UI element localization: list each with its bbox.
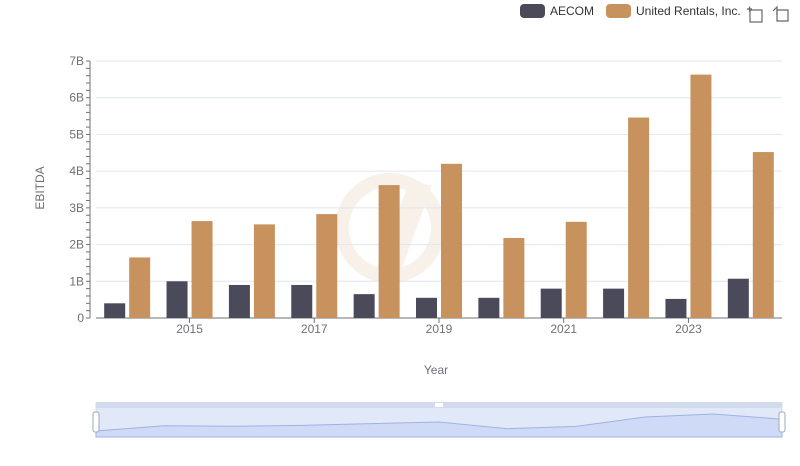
y-tick-label: 6B — [69, 91, 84, 105]
bar-united-rentals — [316, 214, 338, 318]
y-tick-label: 1B — [69, 274, 84, 288]
bar-aecom — [104, 303, 126, 318]
bar-united-rentals — [129, 257, 151, 318]
toolbox — [746, 5, 798, 23]
bar-united-rentals — [253, 224, 275, 318]
data-zoom-slider[interactable] — [92, 402, 786, 438]
bar-aecom — [166, 281, 188, 318]
data-zoom-move-handle[interactable] — [435, 403, 443, 407]
y-tick-label: 3B — [69, 201, 84, 215]
legend: AECOM United Rentals, Inc. — [520, 4, 753, 18]
bar-aecom — [353, 294, 375, 318]
x-tick-label: 2021 — [550, 322, 577, 336]
axes: 0 1B 2B 3B 4B 5B 6B 7B 2015 2017 2019 2021 2023 — [69, 54, 782, 336]
y-tick-label: 2B — [69, 238, 84, 252]
restore-icon[interactable] — [772, 5, 790, 23]
bar-united-rentals — [191, 221, 213, 318]
zoom-icon[interactable] — [746, 5, 764, 23]
bar-aecom — [540, 288, 562, 318]
bar-aecom — [727, 278, 749, 318]
y-tick-label: 0 — [77, 311, 84, 325]
data-zoom-right-handle[interactable] — [778, 411, 786, 433]
legend-item-united-rentals[interactable]: United Rentals, Inc. — [606, 4, 741, 18]
bar-united-rentals — [378, 185, 400, 318]
x-axis-title: Year — [424, 363, 448, 377]
legend-item-aecom[interactable]: AECOM — [520, 4, 594, 18]
bar-aecom — [665, 298, 687, 318]
y-axis-title: EBITDA — [33, 166, 47, 209]
x-tick-label: 2015 — [176, 322, 203, 336]
bar-united-rentals — [752, 152, 774, 318]
y-tick-label: 7B — [69, 54, 84, 68]
bar-united-rentals — [503, 237, 525, 318]
bar-aecom — [478, 297, 500, 318]
y-tick-label: 4B — [69, 164, 84, 178]
x-tick-label: 2019 — [426, 322, 453, 336]
bar-united-rentals — [628, 117, 650, 318]
y-tick-label: 5B — [69, 127, 84, 141]
bar-aecom — [603, 288, 625, 318]
bar-united-rentals — [690, 74, 712, 318]
bar-united-rentals — [565, 221, 587, 318]
bars — [104, 74, 774, 318]
bar-united-rentals — [441, 163, 462, 318]
legend-label-united-rentals: United Rentals, Inc. — [636, 4, 741, 18]
bar-aecom — [228, 284, 250, 318]
x-tick-label: 2017 — [301, 322, 328, 336]
legend-label-aecom: AECOM — [550, 4, 595, 18]
legend-swatch-aecom — [520, 4, 545, 18]
data-zoom-preview-line — [95, 413, 783, 438]
x-tick-label: 2023 — [675, 322, 702, 336]
bar-aecom — [416, 297, 437, 318]
legend-swatch-united-rentals — [606, 4, 632, 18]
bar-aecom — [291, 284, 313, 318]
data-zoom-left-handle[interactable] — [92, 411, 100, 433]
